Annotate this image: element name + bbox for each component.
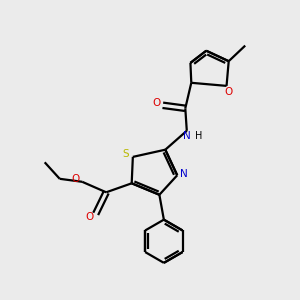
Text: N: N [180, 169, 188, 179]
Text: O: O [152, 98, 160, 108]
Text: O: O [224, 88, 232, 98]
Text: N: N [183, 131, 191, 141]
Text: O: O [71, 174, 80, 184]
Text: S: S [122, 149, 129, 159]
Text: O: O [85, 212, 93, 222]
Text: H: H [194, 131, 202, 141]
